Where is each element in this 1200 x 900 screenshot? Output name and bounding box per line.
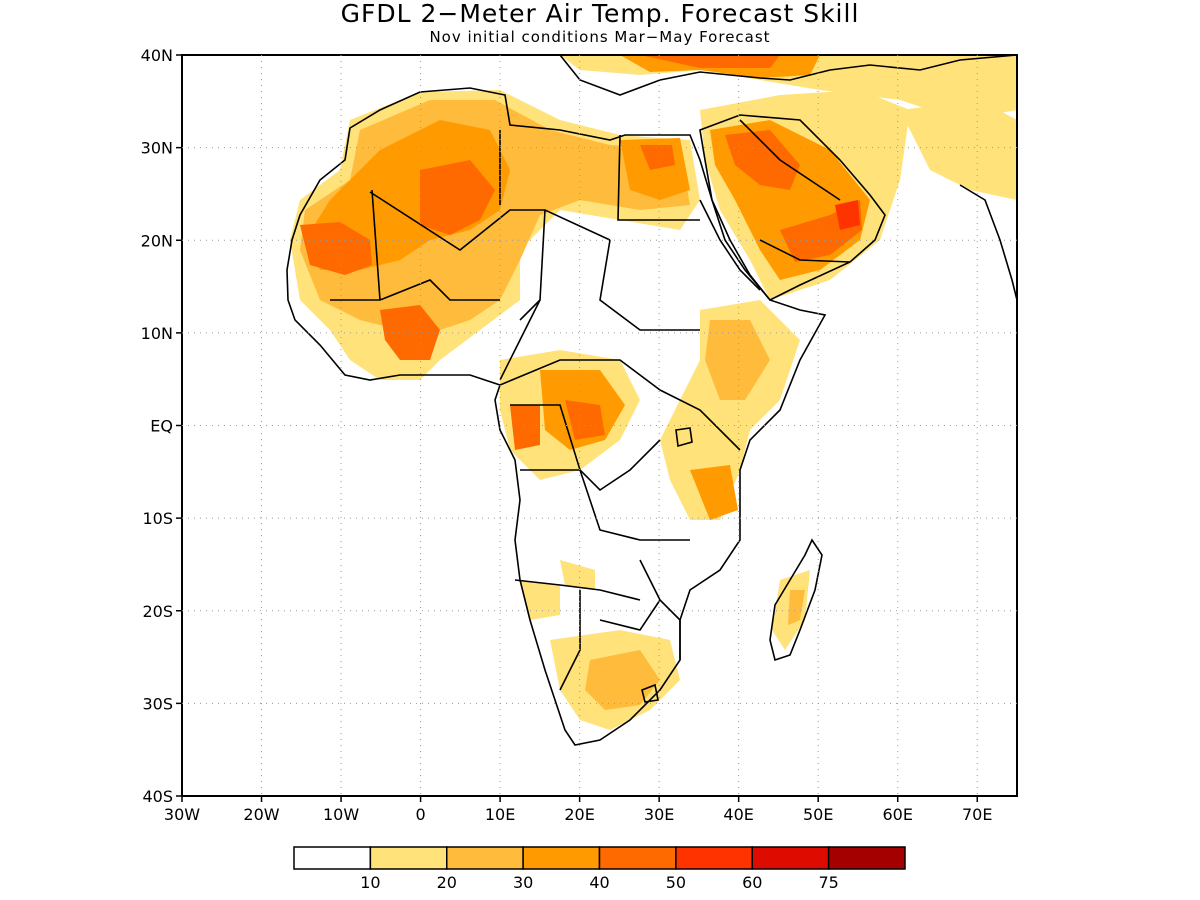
shade-madagascar-orange — [788, 590, 805, 625]
shade-angola-yellow — [560, 560, 595, 590]
africa-coastline — [286, 87, 827, 746]
map-subtitle: Nov initial conditions Mar−May Forecast — [429, 28, 771, 46]
shade-tanzania-orange — [690, 465, 738, 520]
legend-label: 10 — [360, 873, 380, 892]
legend-label: 50 — [666, 873, 686, 892]
border-c4 — [520, 469, 690, 541]
border-s4 — [599, 599, 661, 631]
shade-namibia-yellow — [520, 580, 560, 620]
lat-label: 30S — [142, 694, 173, 713]
lat-label: 10S — [142, 509, 173, 528]
legend-label: 40 — [589, 873, 609, 892]
border-c2 — [510, 404, 661, 492]
border-w4 — [617, 134, 700, 221]
lon-label: 40E — [723, 805, 753, 824]
legend-swatch — [598, 846, 677, 870]
shade-sahara-darkorange — [420, 160, 495, 235]
lake-victoria — [675, 427, 693, 448]
shade-arabia-darkorange — [725, 130, 800, 190]
border-c1 — [499, 359, 661, 391]
legend-swatch — [293, 846, 372, 870]
map-title: GFDL 2−Meter Air Temp. Forecast Skill — [340, 0, 860, 28]
border-s3 — [639, 559, 681, 660]
madagascar-coastline — [769, 538, 823, 662]
border-w2 — [369, 191, 611, 251]
color-legend: 10 20 30 40 50 60 75 — [293, 846, 906, 892]
lat-label: 10N — [141, 324, 173, 343]
lat-label: 30N — [141, 139, 173, 158]
border-s2 — [559, 590, 581, 691]
legend-label: 30 — [513, 873, 533, 892]
shade-sa-orange — [585, 650, 660, 710]
border-s1 — [514, 579, 641, 601]
shade-gabon-darkorange — [510, 405, 540, 450]
lat-label: 40N — [141, 46, 173, 65]
border-w7 — [330, 279, 500, 301]
shade-med-darkorange — [640, 55, 780, 68]
india-coastline — [959, 184, 1017, 301]
map-ticks — [176, 54, 978, 802]
lon-labels: 30W 20W 10W 0 10E 20E 30E 40E 50E 60E 70E — [164, 805, 993, 824]
border-ar1 — [739, 119, 841, 201]
shade-oman-red — [835, 200, 860, 230]
lon-label: 10E — [485, 805, 515, 824]
lon-label: 20E — [564, 805, 594, 824]
lon-label: 60E — [882, 805, 912, 824]
legend-label: 60 — [742, 873, 762, 892]
border-w8 — [499, 299, 541, 381]
border-w6 — [599, 239, 700, 331]
lon-label: 0 — [415, 805, 425, 824]
legend-swatch — [827, 846, 906, 870]
legend-label: 75 — [818, 873, 838, 892]
lon-label: 30W — [164, 805, 200, 824]
lon-label: 50E — [803, 805, 833, 824]
europe-coastline — [559, 55, 1017, 96]
legend-swatch — [675, 846, 753, 870]
lon-label: 20W — [243, 805, 279, 824]
shade-med-yellow — [560, 55, 1017, 120]
legend-swatch — [369, 846, 448, 870]
shade-westafrica-darkorange — [300, 222, 372, 275]
lon-label: 30E — [644, 805, 674, 824]
lat-label: 20S — [142, 602, 173, 621]
legend-swatch — [751, 846, 830, 870]
lat-label: 20N — [141, 231, 173, 250]
legend-swatch — [522, 846, 601, 870]
legend-swatch — [446, 846, 524, 870]
lon-label: 10W — [323, 805, 359, 824]
lat-label: 40S — [142, 787, 173, 806]
coastlines — [286, 55, 1017, 746]
border-c3 — [659, 389, 741, 451]
lesotho — [641, 683, 659, 703]
red-sea — [699, 199, 761, 291]
shade-egypt-darkorange — [640, 145, 675, 170]
border-w1 — [371, 189, 381, 301]
skill-shading — [290, 55, 1017, 730]
border-ar2 — [759, 239, 851, 263]
shade-east-orange — [705, 320, 770, 400]
shade-central-darkorange — [565, 400, 605, 440]
lat-labels: 40N 30N 20N 10N EQ 10S 20S 30S 40S — [141, 46, 173, 806]
lon-label: 70E — [962, 805, 992, 824]
legend-label: 20 — [437, 873, 457, 892]
shade-iran-yellow — [900, 100, 1017, 200]
lat-label: EQ — [150, 417, 173, 436]
